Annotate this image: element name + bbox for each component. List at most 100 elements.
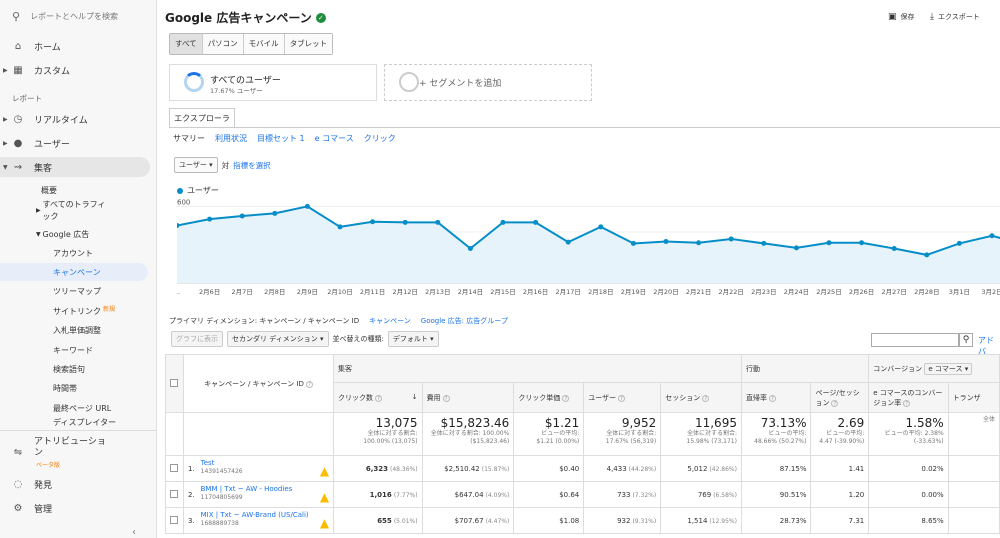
sidebar-item-users[interactable]: ▶ ● ユーザー (0, 133, 150, 153)
sidebar-sub-accounts[interactable]: アカウント (53, 248, 93, 258)
dimension-option-adgroup[interactable]: Google 広告: 広告グループ (420, 317, 508, 325)
row-select-cell (165, 455, 184, 482)
table-row[interactable]: 2. ▲ BMM | Txt ~ AW - Hoodies 11704805699 1… (165, 481, 1000, 508)
col-sessions[interactable]: セッション? (660, 382, 742, 413)
table-search-input[interactable] (871, 333, 959, 347)
sidebar-sub-all-traffic[interactable]: ▶ すべてのトラフィ ック (36, 198, 106, 224)
row-checkbox[interactable] (170, 515, 179, 524)
help-icon[interactable]: ? (768, 394, 776, 402)
table-row[interactable]: 1. ▲ Test 14391457426 6,323 (48.36%) $2,510.… (165, 455, 1000, 482)
lightbulb-icon: ◌ (13, 478, 23, 490)
help-icon[interactable]: ? (903, 399, 911, 407)
sidebar-item-realtime[interactable]: ▶ ◷ リアルタイム (0, 109, 150, 129)
row-number: 3. (187, 517, 195, 525)
help-icon[interactable]: ? (442, 394, 450, 402)
help-icon[interactable]: ? (375, 394, 383, 402)
sidebar-sub-hour[interactable]: 時間帯 (53, 383, 77, 393)
row-checkbox[interactable] (170, 463, 179, 472)
collapse-sidebar-icon[interactable]: ‹ (132, 527, 136, 538)
new-badge: 新規 (103, 305, 116, 313)
sidebar-sub-google-ads[interactable]: ▼ Google 広告 (36, 225, 89, 243)
metric-select-value: ユーザー (179, 161, 207, 169)
sidebar-item-attribution[interactable]: ⇋ アトリビューショ ン ベータ版 (0, 437, 150, 469)
table-row[interactable]: 3. ▲ MIX | Txt ~ AW-Brand (US/Cali) 1688889… (165, 507, 1000, 534)
subtab-usage[interactable]: 利用状況 (215, 134, 247, 143)
tab-explorer[interactable]: エクスプローラ (169, 108, 235, 128)
sidebar-item-home[interactable]: ⌂ ホーム (0, 36, 150, 56)
row-checkbox[interactable] (170, 489, 179, 498)
add-segment[interactable]: + セグメントを追加 (384, 64, 592, 101)
sidebar-item-admin[interactable]: ⚙ 管理 (0, 498, 150, 518)
total-sub: 100.00% (13,075) (363, 438, 418, 445)
x-tick-label: 2月12日 (392, 288, 417, 296)
export-button[interactable]: ⤓ エクスポート (930, 12, 980, 22)
cell-sessions: 5,012 (42.86%) (660, 455, 742, 482)
col-bounce[interactable]: 直帰率? (740, 382, 812, 413)
total-sub: 48.66% (50.27%) (754, 438, 807, 445)
help-icon[interactable]: ? (831, 399, 839, 407)
sidebar-item-custom[interactable]: ▶ ▦ カスタム (0, 60, 150, 80)
subtab-ecommerce[interactable]: e コマース (314, 134, 354, 143)
data-point (533, 219, 539, 225)
page-title-text: Google 広告キャンペーン (165, 11, 312, 25)
device-tab-tablet[interactable]: タブレット (284, 34, 333, 54)
subtab-clicks[interactable]: クリック (363, 134, 396, 143)
conversion-select[interactable]: e コマース ▾ (924, 362, 973, 375)
sidebar-sub-overview[interactable]: 概要 (41, 185, 57, 195)
cost-value: $647.04 (454, 490, 484, 499)
col-conversion-rate[interactable]: e コマースのコンバージョン率? (868, 382, 949, 413)
save-button[interactable]: ▣ 保存 (888, 12, 915, 22)
sidebar-sub-treemap[interactable]: ツリーマップ (53, 286, 101, 296)
sidebar-item-label: 管理 (34, 504, 53, 515)
device-tab-all[interactable]: すべて (170, 34, 203, 54)
subtab-summary[interactable]: サマリー (173, 134, 205, 143)
col-pages-per-session[interactable]: ページ/セッション? (810, 382, 870, 413)
campaign-link[interactable]: Test (200, 459, 215, 467)
secondary-dimension-select[interactable]: セカンダリ ディメンション ▾ (227, 331, 329, 347)
total-sub: 4.47 (-39.90%) (819, 438, 865, 445)
campaign-link[interactable]: BMM | Txt ~ AW - Hoodies (200, 485, 293, 493)
help-icon[interactable]: ? (305, 380, 313, 388)
sidebar-sub-final-url[interactable]: 最終ページ URL (53, 403, 112, 413)
col-clicks[interactable]: クリック数? ↓ (333, 382, 423, 413)
sidebar-sub-sitelinks[interactable]: サイトリンク 新規 (53, 302, 115, 320)
device-tab-mobile[interactable]: モバイル (243, 34, 285, 54)
dimension-option-campaign[interactable]: キャンペーン (369, 317, 411, 325)
col-pps-label: ページ/セッション (815, 388, 860, 407)
select-metric-link[interactable]: 指標を選択 (233, 160, 271, 170)
total-value: 73.13% (760, 416, 807, 430)
advanced-link[interactable]: アドバ (978, 336, 994, 356)
sort-select[interactable]: デフォルト ▾ (387, 331, 439, 347)
sidebar-item-acquisition[interactable]: ▼ ⇝ 集客 (0, 157, 150, 177)
sidebar-search[interactable]: ⚲ レポートとヘルプを検索 (0, 5, 157, 27)
segment-ring-icon (184, 72, 204, 92)
campaign-column-header[interactable]: キャンペーン / キャンペーン ID? (182, 354, 335, 413)
sidebar-sub-keywords[interactable]: キーワード (53, 345, 93, 355)
help-icon[interactable]: ? (618, 394, 626, 402)
users-pct: (7.32%) (632, 491, 657, 499)
total-sub: ビューの平均: (768, 430, 807, 437)
cell-trans (947, 507, 1000, 534)
sidebar-sub-search-queries[interactable]: 検索語句 (53, 364, 85, 374)
sidebar-sub-campaigns[interactable]: キャンペーン (0, 263, 148, 281)
table-search-icon[interactable]: ⚲ (959, 333, 973, 347)
sidebar-item-label: 発見 (34, 480, 53, 491)
campaign-link[interactable]: MIX | Txt ~ AW-Brand (US/Cali) (200, 511, 309, 519)
subtab-goal-set[interactable]: 目標セット 1 (257, 134, 305, 143)
metric-select[interactable]: ユーザー ▾ (174, 157, 218, 173)
help-icon[interactable]: ? (702, 394, 710, 402)
sidebar: ⚲ レポートとヘルプを検索 ⌂ ホーム ▶ ▦ カスタム レポート ▶ ◷ リア… (0, 0, 157, 538)
device-tab-desktop[interactable]: パソコン (202, 34, 244, 54)
select-all-checkbox[interactable] (170, 378, 179, 387)
col-cost[interactable]: 費用? (421, 382, 515, 413)
graph-button[interactable]: グラフに表示 (171, 331, 223, 347)
col-transactions[interactable]: トランザ (947, 382, 1000, 413)
segment-all-users[interactable]: すべてのユーザー 17.67% ユーザー (169, 64, 377, 101)
x-tick-label: 2月24日 (784, 288, 809, 296)
col-users[interactable]: ユーザー? (583, 382, 662, 413)
col-cpc[interactable]: クリック単価? (513, 382, 585, 413)
help-icon[interactable]: ? (562, 394, 570, 402)
sidebar-sub-display[interactable]: ディスプレイター (53, 417, 117, 427)
sidebar-sub-bid-adjust[interactable]: 入札単価調整 (53, 325, 101, 335)
sidebar-item-discover[interactable]: ◌ 発見 (0, 474, 150, 494)
